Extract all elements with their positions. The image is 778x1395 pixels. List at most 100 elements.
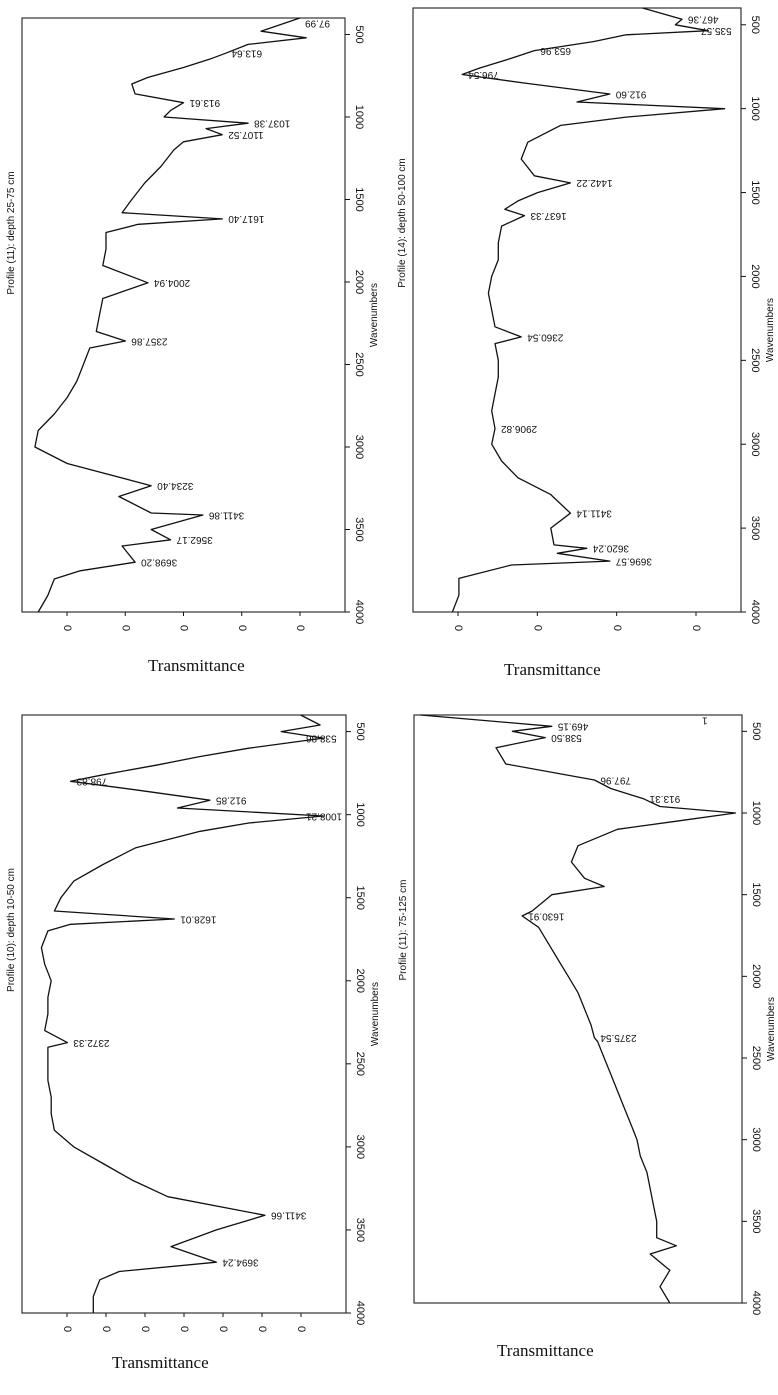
x-tick-label: 0 bbox=[611, 625, 623, 631]
x-tick-label: 0 bbox=[256, 1326, 268, 1332]
x-axis-title: Transmittance bbox=[497, 1341, 594, 1360]
y-tick-label: 4000 bbox=[354, 1301, 366, 1325]
x-tick-label: 0 bbox=[178, 625, 190, 631]
y-tick-label: 2500 bbox=[353, 352, 365, 376]
y-tick-label: 1500 bbox=[749, 180, 761, 204]
peak-label: 2004.94 bbox=[154, 277, 191, 288]
spectrum-line bbox=[420, 714, 737, 1304]
spectrum-panel-bottom-right: 500 1000 1500 2000 2500 3000 3500 4000 Wavenumbe… bbox=[389, 695, 778, 1390]
x-tick-label: 0 bbox=[294, 625, 306, 631]
y-tick-label: 3000 bbox=[749, 432, 761, 456]
x-tick-label: 0 bbox=[119, 625, 131, 631]
peak-label: 3411.86 bbox=[208, 509, 244, 520]
chart-title: Profile (11): depth 25-75 cm bbox=[6, 171, 17, 294]
peak-label: 3698.20 bbox=[141, 557, 178, 568]
y-tick-label: 3000 bbox=[354, 1135, 366, 1159]
peak-label: 912.85 bbox=[215, 795, 246, 806]
peak-label: 1628.01 bbox=[180, 913, 217, 924]
x-tick-label: 0 bbox=[61, 1326, 73, 1332]
peak-label: 1630.91 bbox=[528, 910, 565, 921]
peak-label: 1442.22 bbox=[576, 177, 613, 188]
y-tick-label: 1500 bbox=[750, 882, 762, 906]
peak-label: 2357.86 bbox=[131, 335, 168, 346]
y-tick-label: 3500 bbox=[354, 1218, 366, 1242]
x-tick-label: 0 bbox=[217, 1326, 229, 1332]
spectrum-chart: 500 1000 1500 2000 2500 3000 3500 4000 Wavenumbe… bbox=[397, 7, 776, 631]
peak-label: 2360.54 bbox=[527, 331, 564, 342]
plot-frame bbox=[412, 7, 742, 613]
peak-label: 613.64 bbox=[231, 48, 262, 59]
y-tick-label: 1500 bbox=[353, 187, 365, 211]
peak-label: 913.31 bbox=[649, 793, 680, 804]
x-tick-label: 0 bbox=[236, 625, 248, 631]
y-tick-label: 2000 bbox=[354, 969, 366, 993]
peak-label: 97.99 bbox=[305, 17, 330, 28]
y-tick-label: 1000 bbox=[749, 96, 761, 120]
y-tick-label: 500 bbox=[750, 722, 762, 740]
y-tick-label: 2000 bbox=[750, 964, 762, 988]
spectrum-chart: 500 1000 1500 2000 2500 3000 3500 4000 Wavenumbe… bbox=[6, 17, 380, 631]
y-tick-label: 3000 bbox=[750, 1127, 762, 1151]
x-axis-title: Transmittance bbox=[504, 660, 601, 679]
peak-label: 1 bbox=[702, 714, 708, 725]
x-tick-label: 0 bbox=[531, 625, 543, 631]
x-tick-label: 0 bbox=[178, 1326, 190, 1332]
y-axis-title: Wavenumbers bbox=[369, 283, 380, 347]
peak-label: 538.50 bbox=[551, 732, 582, 743]
y-tick-label: 1500 bbox=[354, 885, 366, 909]
x-axis-title: Transmittance bbox=[148, 656, 245, 675]
spectrum-panel-top-left: 500 1000 1500 2000 2500 3000 3500 4000 Wavenumbe… bbox=[0, 0, 389, 695]
peak-label: 535.57 bbox=[701, 25, 732, 36]
peak-label: 1637.33 bbox=[530, 210, 567, 221]
peak-label: 3411.66 bbox=[271, 1210, 307, 1221]
y-tick-label: 500 bbox=[354, 722, 366, 740]
peak-label: 1617.40 bbox=[228, 213, 265, 224]
y-axis-title: Wavenumbers bbox=[765, 298, 776, 362]
y-tick-label: 4000 bbox=[750, 1291, 762, 1315]
peak-label: 913.61 bbox=[189, 97, 220, 108]
y-tick-label: 4000 bbox=[353, 600, 365, 624]
spectrum-line bbox=[40, 714, 324, 1313]
peak-label: 1037.38 bbox=[254, 118, 291, 129]
x-tick-label: 0 bbox=[61, 625, 73, 631]
peak-label: 3696.57 bbox=[615, 555, 652, 566]
chart-title: Profile (14): depth 50-100 cm bbox=[397, 158, 408, 288]
y-tick-label: 2500 bbox=[354, 1052, 366, 1076]
x-tick-label: 0 bbox=[139, 1326, 151, 1332]
x-tick-label: 0 bbox=[452, 625, 464, 631]
spectrum-panel-bottom-left: 500 1000 1500 2000 2500 3000 3500 4000 Wavenumbe… bbox=[0, 695, 389, 1390]
y-tick-label: 2000 bbox=[749, 264, 761, 288]
plot-frame bbox=[413, 714, 743, 1304]
spectrum-line bbox=[34, 17, 307, 613]
y-tick-label: 500 bbox=[749, 16, 761, 34]
y-tick-label: 1000 bbox=[354, 802, 366, 826]
y-tick-label: 3000 bbox=[353, 435, 365, 459]
peak-label: 3620.24 bbox=[592, 543, 629, 554]
peak-label: 2906.82 bbox=[501, 423, 538, 434]
peak-label: 3411.14 bbox=[576, 508, 612, 519]
peak-label: 467.36 bbox=[688, 14, 719, 25]
y-tick-label: 2500 bbox=[749, 348, 761, 372]
peak-label: 3562.17 bbox=[176, 534, 213, 545]
x-axis-title: Transmittance bbox=[112, 1353, 209, 1372]
peak-label: 3234.40 bbox=[157, 480, 194, 491]
spectrum-line bbox=[451, 7, 726, 613]
peak-label: 912.60 bbox=[615, 88, 646, 99]
plot-frame bbox=[21, 714, 347, 1314]
y-tick-label: 2500 bbox=[750, 1046, 762, 1070]
x-tick-label: 0 bbox=[100, 1326, 112, 1332]
peak-label: 653.96 bbox=[540, 45, 571, 56]
y-tick-label: 500 bbox=[353, 25, 365, 43]
y-tick-label: 4000 bbox=[749, 600, 761, 624]
peak-label: 1008.21 bbox=[306, 810, 343, 821]
peak-label: 2375.54 bbox=[600, 1032, 637, 1043]
peak-label: 798.83 bbox=[76, 776, 107, 787]
peak-label: 469.15 bbox=[557, 721, 588, 732]
peak-label: 3694.24 bbox=[222, 1257, 259, 1268]
y-tick-label: 3500 bbox=[749, 516, 761, 540]
spectrum-panel-top-right: 500 1000 1500 2000 2500 3000 3500 4000 Wavenumbe… bbox=[389, 0, 778, 695]
y-tick-label: 1000 bbox=[353, 105, 365, 129]
y-tick-label: 1000 bbox=[750, 801, 762, 825]
spectrum-chart: 500 1000 1500 2000 2500 3000 3500 4000 Wavenumbe… bbox=[6, 714, 381, 1332]
plot-frame bbox=[21, 17, 346, 613]
